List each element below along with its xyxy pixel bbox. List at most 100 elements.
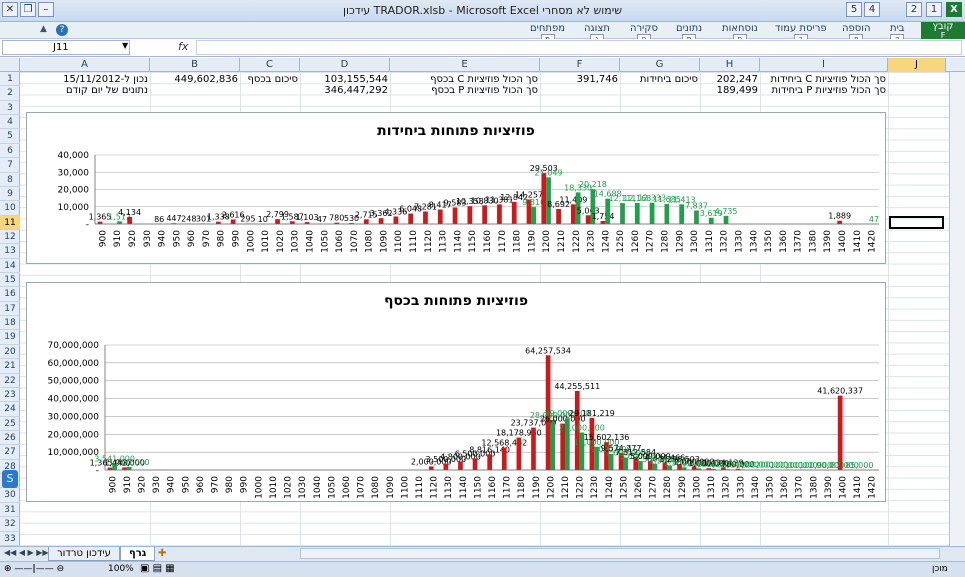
column-header-b[interactable]: B xyxy=(150,58,240,72)
x-tick-label: 1190 xyxy=(532,476,542,499)
cell-h2[interactable]: 189,499 xyxy=(716,85,758,96)
column-header-f[interactable]: F xyxy=(540,58,620,72)
column-header-g[interactable]: G xyxy=(620,58,700,72)
data-label: 4,800,000 xyxy=(440,452,481,461)
cell-d1[interactable]: 103,155,544 xyxy=(324,74,388,85)
column-header-j[interactable]: J xyxy=(888,58,946,72)
column-header-i[interactable]: I xyxy=(760,58,888,72)
row-header-10[interactable]: 10 xyxy=(0,201,20,216)
bar xyxy=(216,221,221,224)
name-box-dropdown-icon[interactable]: ▼ xyxy=(122,41,129,50)
cell-e1[interactable]: סך הכול פוזיציות C בכסף xyxy=(430,74,538,85)
formula-input[interactable] xyxy=(196,40,962,55)
row-header-16[interactable]: 16 xyxy=(0,287,20,302)
data-label: 11,409 xyxy=(559,195,587,204)
sheet-tab-update[interactable]: עידכון טרדור xyxy=(48,547,120,561)
row-header-21[interactable]: 21 xyxy=(0,359,20,374)
row-header-25[interactable]: 25 xyxy=(0,417,20,431)
data-label: 3,619 xyxy=(700,209,723,218)
help-icon[interactable]: ? xyxy=(56,24,68,36)
cell-a2[interactable]: נתונים של יום קודם xyxy=(66,85,148,96)
row-header-9[interactable]: 9 xyxy=(0,187,20,202)
horizontal-scrollbar[interactable] xyxy=(300,548,940,559)
row-header-31[interactable]: 31 xyxy=(0,503,20,518)
row-header-13[interactable]: 13 xyxy=(0,244,20,259)
cell-f1[interactable]: 391,746 xyxy=(576,74,618,85)
vertical-scrollbar[interactable] xyxy=(949,72,965,546)
row-header-32[interactable]: 32 xyxy=(0,517,20,532)
row-header-30[interactable]: 30 xyxy=(0,488,20,503)
insert-sheet-icon[interactable]: ✚ xyxy=(158,548,167,559)
ribbon-collapse-icon[interactable]: ▲ xyxy=(40,24,47,34)
select-all-corner[interactable] xyxy=(0,58,20,72)
row-header-3[interactable]: 3 xyxy=(0,101,20,116)
row-header-6[interactable]: 6 xyxy=(0,144,20,159)
insert-function-icon[interactable]: fx xyxy=(178,40,189,53)
bar xyxy=(623,457,629,470)
cell-i1[interactable]: סך הכול פוזיציות C ביחידות xyxy=(770,74,886,85)
tab-file[interactable]: קובץ F xyxy=(921,22,965,40)
row-header-5[interactable]: 5 xyxy=(0,129,20,144)
row-header-7[interactable]: 7 xyxy=(0,158,20,173)
column-header-e[interactable]: E xyxy=(390,58,540,72)
row-header-24[interactable]: 24 xyxy=(0,402,20,417)
cell-g1[interactable]: סיכום ביחידות xyxy=(639,74,698,85)
row-header-17[interactable]: 17 xyxy=(0,302,20,317)
cell-b1[interactable]: 449,602,836 xyxy=(174,74,238,85)
row-header-33[interactable]: 33 xyxy=(0,532,20,546)
cell-h1[interactable]: 202,247 xyxy=(716,74,758,85)
column-header-d[interactable]: D xyxy=(300,58,390,72)
cell-i2[interactable]: סך הכול פוזיציות P ביחידות xyxy=(771,85,886,96)
data-label: 900,000 xyxy=(682,459,715,468)
x-tick-label: 970 xyxy=(211,476,221,493)
x-tick-label: 1250 xyxy=(619,476,629,499)
view-buttons-icon[interactable]: ▣ ▤ ▦ xyxy=(140,563,175,574)
qa-key-4[interactable]: 4 xyxy=(864,2,880,17)
row-header-27[interactable]: 27 xyxy=(0,445,20,460)
row-header-22[interactable]: 22 xyxy=(0,374,20,388)
chart-money-plot: 70,000,000 60,000,000 50,000,000 40,000,000… xyxy=(47,341,879,499)
chart-money[interactable]: פוזיציות פתוחות בכסף 70,000,000 60,000,00… xyxy=(26,282,886,502)
row-header-12[interactable]: 12 xyxy=(0,230,20,245)
data-label: 21,000,000 xyxy=(559,424,605,433)
data-label: 300,000 xyxy=(726,460,759,469)
sheet-nav-icon[interactable]: ◀◀ ◀ ▶ ▶▶ xyxy=(4,548,49,557)
qa-key-1[interactable]: 1 xyxy=(926,2,942,17)
cell-d2[interactable]: 346,447,292 xyxy=(324,85,388,96)
zoom-slider-icon[interactable]: ⊕ ——|—— ⊖ xyxy=(4,564,65,574)
row-header-19[interactable]: 19 xyxy=(0,330,20,345)
x-tick-label: 1060 xyxy=(335,230,345,253)
qa-key-2[interactable]: 2 xyxy=(906,2,922,17)
row-header-26[interactable]: 26 xyxy=(0,431,20,446)
zoom-level[interactable]: 100% xyxy=(108,564,134,574)
chart-units[interactable]: פוזיציות פתוחות ביחידות 40,000 30,000 20,0… xyxy=(26,112,886,264)
row-header-14[interactable]: 14 xyxy=(0,259,20,274)
minimize-button[interactable]: – xyxy=(38,2,54,17)
skype-icon[interactable]: S xyxy=(2,470,18,488)
column-header-a[interactable]: A xyxy=(20,58,150,72)
x-tick-label: 1410 xyxy=(853,476,863,499)
name-box[interactable]: J11 xyxy=(2,40,130,55)
row-header-23[interactable]: 23 xyxy=(0,388,20,403)
row-header-1[interactable]: 1 xyxy=(0,72,20,87)
qa-key-5[interactable]: 5 xyxy=(846,2,862,17)
active-cell-j11[interactable] xyxy=(889,216,944,229)
cell-e2[interactable]: סך הכול פוזיציות P בכסף xyxy=(431,85,538,96)
row-header-2[interactable]: 2 xyxy=(0,86,20,101)
column-header-h[interactable]: H xyxy=(700,58,760,72)
sheet-tab-graph[interactable]: גרף xyxy=(120,547,156,561)
bar xyxy=(458,461,463,470)
cell-a1[interactable]: נכון ל-15/11/2012 xyxy=(63,74,148,85)
data-label: 47 xyxy=(317,215,327,224)
row-header-11[interactable]: 11 xyxy=(0,215,20,230)
row-header-8[interactable]: 8 xyxy=(0,173,20,187)
close-button[interactable]: ✕ xyxy=(2,2,18,17)
data-label: 20,218 xyxy=(579,180,607,189)
cell-c1[interactable]: סיכום בכסף xyxy=(247,74,298,85)
restore-button[interactable]: ❐ xyxy=(20,2,36,17)
row-header-18[interactable]: 18 xyxy=(0,316,20,331)
column-header-c[interactable]: C xyxy=(240,58,300,72)
row-header-4[interactable]: 4 xyxy=(0,115,20,130)
row-header-15[interactable]: 15 xyxy=(0,273,20,288)
row-header-20[interactable]: 20 xyxy=(0,345,20,360)
